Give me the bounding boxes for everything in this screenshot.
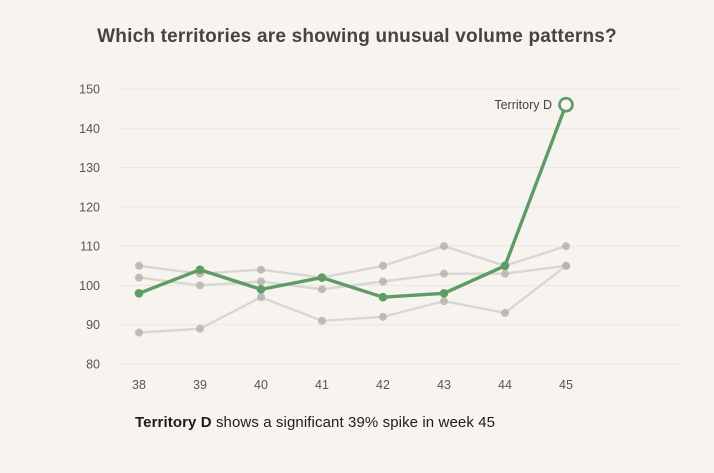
y-tick-label: 130	[79, 161, 100, 175]
x-tick-label: 42	[376, 378, 390, 392]
x-tick-label: 41	[315, 378, 329, 392]
data-point-marker	[440, 297, 448, 306]
data-point-marker	[562, 242, 570, 251]
x-tick-label: 40	[254, 378, 268, 392]
y-tick-label: 90	[86, 318, 100, 332]
y-tick-label: 100	[79, 279, 100, 293]
y-tick-label: 120	[79, 200, 100, 214]
data-point-marker	[439, 288, 449, 298]
chart-title: Which territories are showing unusual vo…	[97, 26, 617, 47]
x-tick-label: 44	[498, 378, 512, 392]
data-point-marker	[500, 261, 510, 271]
data-point-marker	[318, 285, 326, 294]
data-point-marker	[501, 308, 509, 317]
series-annotation-label: Territory D	[494, 98, 552, 112]
y-tick-label: 150	[79, 83, 100, 97]
data-point-marker	[318, 316, 326, 325]
data-point-marker	[257, 265, 265, 274]
data-point-marker	[440, 242, 448, 251]
data-point-marker	[196, 281, 204, 290]
caption-highlighted-term: Territory D	[135, 414, 212, 431]
series-line-Territory D	[137, 103, 568, 299]
data-point-marker	[317, 273, 327, 282]
data-point-marker	[379, 277, 387, 286]
endpoint-open-circle-marker-Territory D	[558, 96, 574, 113]
data-point-marker	[135, 261, 143, 270]
data-point-marker	[378, 292, 388, 302]
series-line-unlabeled-gray-3	[137, 264, 568, 334]
x-tick-label: 45	[559, 378, 573, 392]
data-point-marker	[134, 288, 144, 298]
chart-caption: Territory D shows a significant 39% spik…	[135, 414, 495, 431]
data-point-marker	[135, 328, 143, 337]
data-point-marker	[257, 277, 265, 286]
y-tick-label: 110	[80, 240, 100, 254]
y-tick-label: 80	[86, 358, 100, 372]
x-tick-label: 43	[437, 378, 451, 392]
data-point-marker	[440, 269, 448, 278]
data-point-marker	[379, 261, 387, 270]
y-tick-label: 140	[79, 122, 100, 136]
x-tick-label: 38	[132, 378, 146, 392]
data-point-marker	[196, 324, 204, 333]
data-point-marker	[257, 293, 265, 302]
x-tick-label: 39	[193, 378, 207, 392]
series-line-unlabeled-gray-2	[137, 264, 568, 291]
data-point-marker	[195, 265, 205, 275]
data-point-marker	[562, 261, 570, 270]
data-point-marker	[135, 273, 143, 282]
data-point-marker	[379, 312, 387, 321]
data-point-marker	[501, 269, 509, 278]
caption-text: shows a significant 39% spike in week 45	[211, 414, 496, 431]
data-point-marker	[256, 285, 266, 294]
